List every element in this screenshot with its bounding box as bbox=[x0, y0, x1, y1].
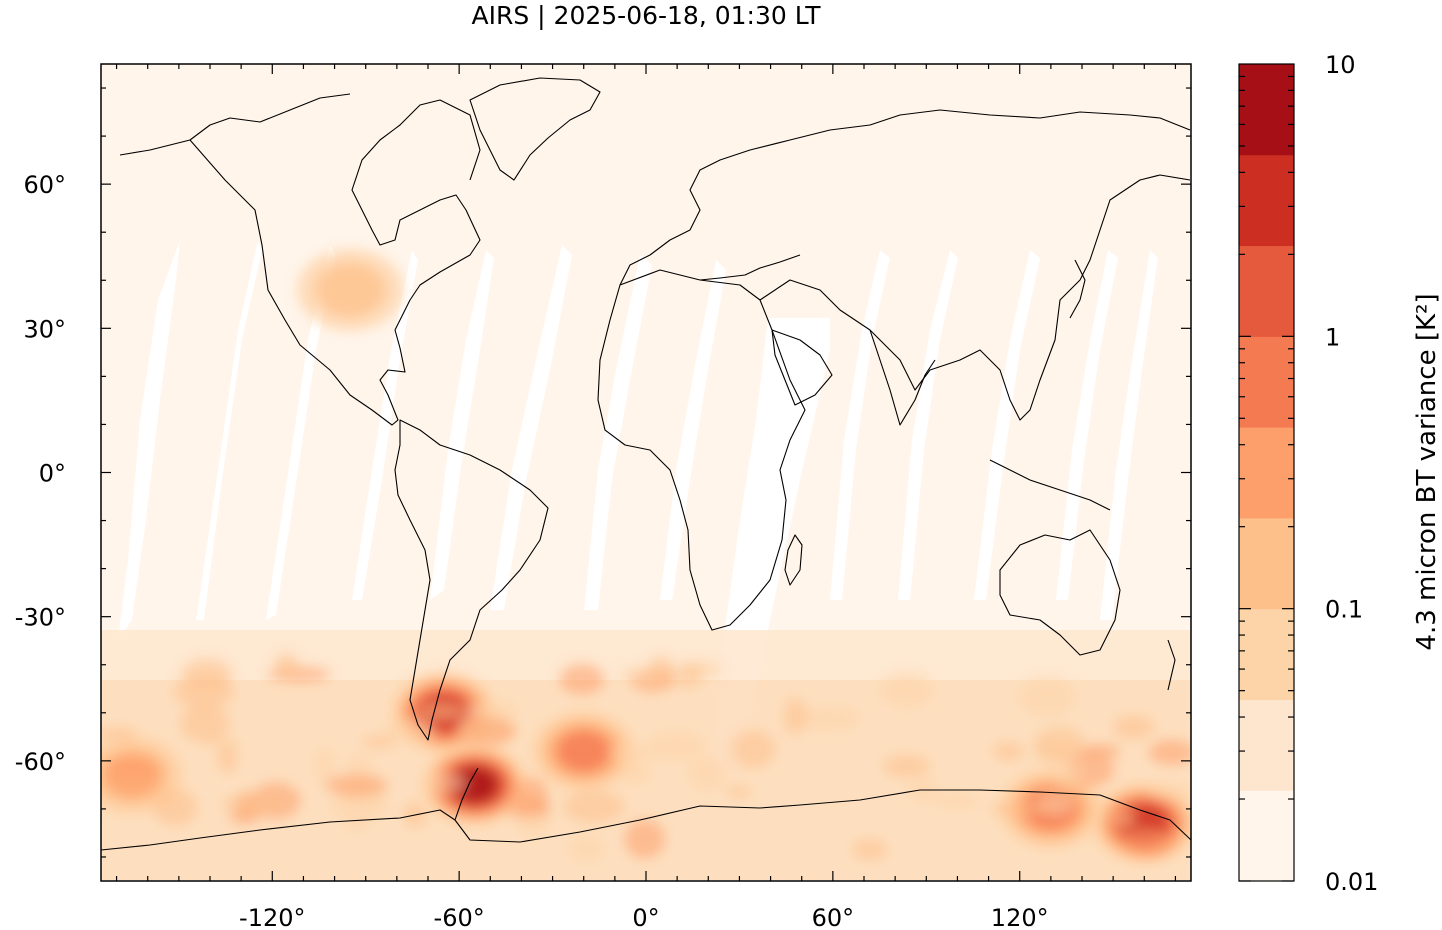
variance-cell bbox=[459, 716, 516, 747]
variance-cell bbox=[992, 742, 1025, 761]
y-tick-label: -60° bbox=[15, 748, 66, 776]
variance-cell bbox=[1034, 727, 1085, 762]
colorbar-ticks bbox=[1239, 75, 1294, 882]
colorbar-level bbox=[1239, 64, 1294, 156]
colorbar-blocks bbox=[1239, 64, 1294, 882]
colorbar-level bbox=[1239, 154, 1294, 247]
hotspot-antarctic-peninsula bbox=[452, 767, 497, 802]
hotspot-us-midwest bbox=[315, 262, 386, 317]
hotspot-south-atlantic bbox=[557, 731, 610, 772]
variance-cell bbox=[675, 662, 703, 688]
variance-field bbox=[101, 248, 1191, 880]
colorbar-tick-label: 1 bbox=[1325, 323, 1340, 351]
variance-cell bbox=[274, 653, 299, 677]
colorbar-tick-label: 10 bbox=[1325, 51, 1356, 79]
variance-cell bbox=[1148, 739, 1191, 766]
variance-cell bbox=[933, 792, 980, 809]
variance-cell bbox=[608, 745, 656, 761]
colorbar: 10 1 0.1 0.01 4.3 micron BT variance [K²] bbox=[1238, 51, 1442, 896]
variance-cell bbox=[852, 838, 888, 861]
variance-cell bbox=[559, 664, 605, 695]
colorbar-level bbox=[1239, 699, 1294, 791]
variance-cell bbox=[624, 819, 665, 859]
variance-cell bbox=[567, 834, 606, 863]
colorbar-level bbox=[1239, 245, 1294, 337]
x-tick-label: -120° bbox=[239, 904, 305, 930]
colorbar-level bbox=[1239, 336, 1294, 428]
colorbar-tick-label: 0.1 bbox=[1325, 596, 1363, 624]
variance-cell bbox=[1046, 724, 1078, 738]
variance-cell bbox=[325, 774, 388, 797]
variance-cell bbox=[361, 735, 397, 749]
variance-cell bbox=[798, 706, 862, 731]
variance-cell bbox=[1081, 744, 1121, 759]
variance-cell bbox=[314, 746, 336, 786]
variance-cell bbox=[647, 656, 676, 687]
map-title: AIRS | 2025-06-18, 01:30 LT bbox=[472, 1, 822, 30]
y-tick-label: 30° bbox=[23, 315, 66, 343]
colorbar-level bbox=[1239, 790, 1294, 882]
colorbar-level bbox=[1239, 517, 1294, 610]
variance-cell bbox=[879, 672, 934, 709]
variance-cell bbox=[1018, 676, 1076, 717]
longitude-labels: -120° -60° 0° 60° 120° bbox=[239, 904, 1049, 930]
x-tick-label: -60° bbox=[434, 904, 485, 930]
variance-cell bbox=[516, 812, 552, 837]
variance-cell bbox=[418, 702, 464, 721]
y-tick-label: -30° bbox=[15, 604, 66, 632]
x-tick-label: 120° bbox=[991, 904, 1049, 930]
variance-cell bbox=[1121, 827, 1175, 858]
variance-cell bbox=[418, 771, 467, 795]
variance-cell bbox=[687, 756, 726, 792]
y-tick-label: 60° bbox=[23, 171, 66, 199]
variance-cell bbox=[726, 785, 751, 798]
x-tick-label: 0° bbox=[632, 904, 659, 930]
variance-cell bbox=[153, 788, 198, 826]
coastlines bbox=[101, 77, 1191, 851]
latitude-labels: 60° 30° 0° -30° -60° bbox=[15, 171, 66, 776]
x-tick-label: 60° bbox=[812, 904, 855, 930]
variance-cell bbox=[646, 730, 706, 762]
colorbar-tick-label: 0.01 bbox=[1325, 868, 1378, 896]
variance-cell bbox=[101, 726, 138, 742]
variance-cell bbox=[883, 754, 930, 778]
map-panel bbox=[101, 64, 1191, 881]
colorbar-level bbox=[1239, 608, 1294, 700]
variance-cell bbox=[989, 802, 1050, 816]
y-tick-label: 0° bbox=[39, 460, 66, 488]
colorbar-label: 4.3 micron BT variance [K²] bbox=[1412, 293, 1442, 650]
variance-cell bbox=[1146, 783, 1191, 800]
colorbar-tick-labels: 10 1 0.1 0.01 bbox=[1325, 51, 1378, 896]
variance-cell bbox=[173, 675, 234, 709]
variance-cell bbox=[180, 703, 230, 743]
variance-cell bbox=[329, 792, 390, 822]
variance-cell bbox=[383, 718, 436, 744]
variance-cell bbox=[731, 730, 776, 768]
variance-cell bbox=[1054, 761, 1082, 787]
colorbar-level bbox=[1239, 427, 1294, 519]
variance-cell bbox=[1111, 810, 1136, 828]
variance-cell bbox=[222, 794, 286, 814]
variance-cell bbox=[563, 790, 625, 823]
variance-cell bbox=[1112, 715, 1155, 740]
variance-cell bbox=[620, 760, 652, 785]
colorbar-frame bbox=[1238, 63, 1295, 882]
variance-cell bbox=[783, 697, 807, 735]
variance-cell bbox=[104, 759, 162, 777]
map-ticks bbox=[101, 64, 1191, 881]
